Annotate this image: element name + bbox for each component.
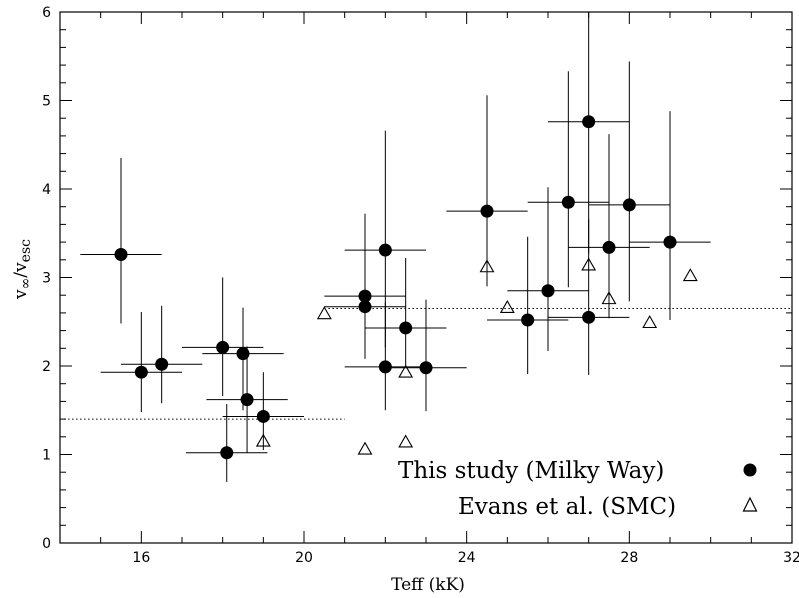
milky-way-point bbox=[602, 240, 616, 254]
plot-area bbox=[64, 12, 792, 482]
tick-labels: 16 20 24 28 32 0 1 2 3 4 5 6 bbox=[42, 5, 799, 566]
milky-way-point bbox=[114, 247, 128, 261]
x-tick-label: 20 bbox=[295, 550, 313, 566]
milky-way-point bbox=[561, 195, 575, 209]
legend-label-smc: Evans et al. (SMC) bbox=[458, 494, 676, 520]
milky-way-point bbox=[216, 340, 230, 354]
smc-point bbox=[682, 268, 698, 282]
y-tick-label: 3 bbox=[42, 271, 51, 287]
milky-way-point bbox=[358, 289, 372, 303]
y-axis-title: v∞/vesc bbox=[11, 239, 34, 300]
smc-point bbox=[581, 257, 597, 271]
y-axis-title-part: /v bbox=[11, 262, 31, 278]
smc-point bbox=[479, 259, 495, 273]
axis-ticks bbox=[59, 11, 793, 544]
y-tick-label: 0 bbox=[42, 536, 51, 552]
smc-point bbox=[642, 315, 658, 329]
y-tick-label: 2 bbox=[42, 359, 51, 375]
smc-point bbox=[316, 306, 332, 320]
milky-way-point bbox=[663, 235, 677, 249]
milky-way-point bbox=[521, 313, 535, 327]
milky-way-point bbox=[256, 409, 270, 423]
x-tick-label: 28 bbox=[620, 550, 638, 566]
x-axis-title: Teff (kK) bbox=[391, 575, 465, 595]
milky-way-point bbox=[155, 357, 169, 371]
milky-way-point bbox=[419, 361, 433, 375]
milky-way-point bbox=[480, 204, 494, 218]
y-axis-title-part: v bbox=[11, 289, 31, 300]
y-tick-label: 1 bbox=[42, 448, 51, 464]
milky-way-point bbox=[582, 115, 596, 129]
smc-point bbox=[398, 364, 414, 378]
milky-way-point bbox=[134, 365, 148, 379]
x-tick-label: 16 bbox=[132, 550, 150, 566]
smc-point bbox=[255, 433, 271, 447]
y-tick-label: 5 bbox=[42, 94, 51, 110]
milky-way-point bbox=[622, 198, 636, 212]
smc-point bbox=[357, 441, 373, 455]
x-tick-label: 24 bbox=[458, 550, 476, 566]
x-tick-label: 32 bbox=[783, 550, 799, 566]
y-tick-label: 4 bbox=[42, 182, 51, 198]
milky-way-point bbox=[358, 300, 372, 314]
legend: This study (Milky Way) Evans et al. (SMC… bbox=[398, 458, 758, 520]
milky-way-point bbox=[378, 243, 392, 257]
milky-way-point bbox=[220, 446, 234, 460]
legend-marker-filled-circle bbox=[743, 463, 757, 477]
legend-label-milky-way: This study (Milky Way) bbox=[398, 458, 664, 484]
milky-way-point bbox=[236, 347, 250, 361]
y-axis-title-part: esc bbox=[18, 239, 34, 262]
milky-way-point bbox=[541, 284, 555, 298]
legend-marker-open-triangle bbox=[742, 496, 758, 512]
data-markers bbox=[114, 115, 698, 460]
smc-point bbox=[499, 299, 515, 314]
milky-way-point bbox=[582, 310, 596, 324]
y-axis-title-part: ∞ bbox=[18, 278, 34, 290]
y-tick-label: 6 bbox=[42, 5, 51, 21]
error-bars bbox=[80, 12, 711, 482]
milky-way-point bbox=[378, 360, 392, 374]
milky-way-point bbox=[399, 321, 413, 335]
smc-point bbox=[601, 291, 617, 305]
milky-way-point bbox=[240, 393, 254, 407]
smc-point bbox=[398, 434, 414, 448]
